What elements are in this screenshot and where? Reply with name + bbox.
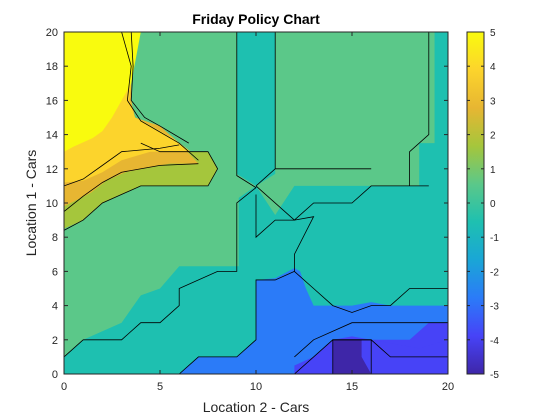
contour-line-2 [64,163,199,212]
contour-region-2 [256,32,435,215]
contour-line-0 [64,32,257,358]
colorbar-tick-label: 0 [490,199,496,210]
y-tick-label: 0 [52,369,58,381]
x-axis-label: Location 2 - Cars [203,399,310,415]
contour-region-10 [332,339,372,374]
contour-lines [64,32,448,374]
colorbar-tick-label: -2 [490,267,499,278]
contour-line-3 [64,144,180,187]
x-tick-label: 0 [61,381,67,393]
y-tick-label: 4 [52,301,58,313]
contour-line-1 [64,142,219,231]
y-axis-ticks: 0 2 4 6 8 10 12 14 16 18 20 [46,27,448,381]
y-tick-label: 2 [52,335,58,347]
contour-line-6 [255,185,429,221]
contour-line-10 [294,322,448,358]
y-tick-label: 8 [52,232,58,244]
y-axis-label: Location 1 - Cars [23,150,39,257]
x-tick-label: 10 [250,381,262,393]
colorbar-tick-label: 3 [490,96,496,107]
x-tick-label: 5 [157,381,163,393]
colorbar-tick-label: -5 [490,370,499,381]
y-tick-label: 16 [46,95,58,107]
contour-line-12 [332,339,372,374]
colorbar-tick-label: -1 [490,233,499,244]
x-axis-ticks: 0 5 10 15 20 [61,32,454,393]
y-tick-label: 14 [46,130,58,142]
chart-title: Friday Policy Chart [192,11,320,27]
colorbar-tick-label: -4 [490,336,499,347]
y-tick-label: 10 [46,198,58,210]
colorbar-tick-label: -3 [490,302,499,313]
colorbar-ticks: 5 4 3 2 1 0 -1 -2 -3 -4 -5 [467,28,499,381]
contour-region-6 [64,32,141,152]
colorbar-tick-label: 2 [490,131,496,142]
contour-line-9 [294,271,448,313]
colorbar-tick-label: 1 [490,165,496,176]
y-tick-label: 6 [52,266,58,278]
colorbar-tick-label: 5 [490,28,496,39]
contour-line-14 [130,32,190,144]
y-tick-label: 20 [46,27,58,39]
x-tick-label: 15 [346,381,358,393]
y-tick-label: 12 [46,164,58,176]
colorbar-tick-label: 4 [490,62,496,73]
contour-line-7 [409,32,430,186]
x-tick-label: 20 [442,381,454,393]
contour-line-13 [121,32,199,161]
y-tick-label: 18 [46,61,58,73]
